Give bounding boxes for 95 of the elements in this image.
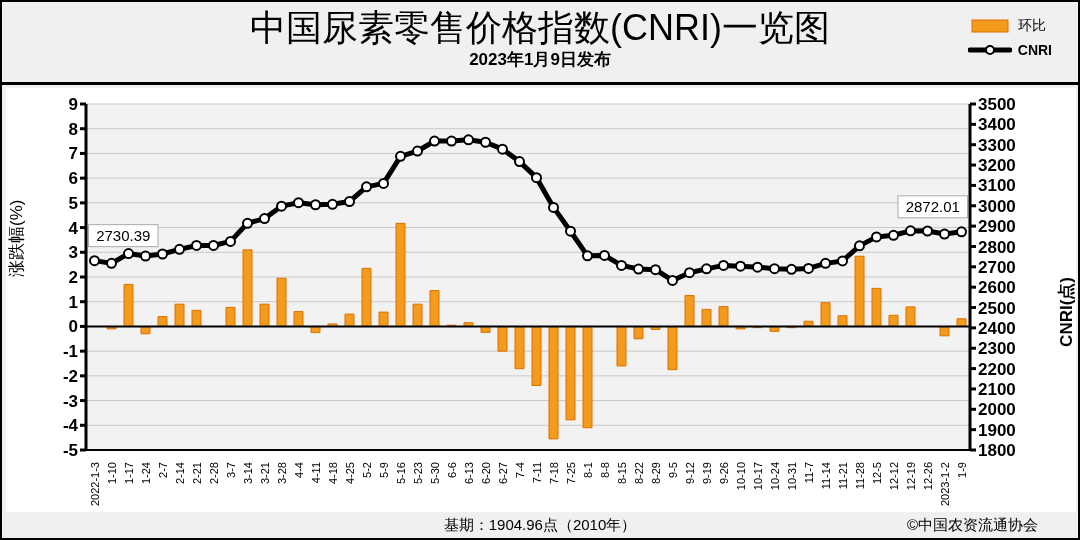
y-tick-label: 9 <box>68 95 78 115</box>
x-tick-label: 4-18 <box>326 462 339 485</box>
y2-tick-label: 2100 <box>978 379 1016 399</box>
legend-label: CNRI <box>1017 42 1052 58</box>
x-tick-label: 5-9 <box>377 462 390 478</box>
x-tick-label: 2022-1-3 <box>88 462 101 507</box>
y2-tick-label: 2700 <box>978 257 1016 277</box>
x-tick-label: 6-27 <box>496 462 509 485</box>
x-tick-label: 5-2 <box>360 462 373 478</box>
x-tick-label: 12-5 <box>870 462 883 485</box>
x-tick-label: 9-19 <box>700 462 713 485</box>
x-tick-label: 8-15 <box>615 462 628 485</box>
y2-tick-label: 2300 <box>978 339 1016 359</box>
y2-tick-label: 2800 <box>978 237 1016 257</box>
y2-tick-label: 2900 <box>978 217 1016 237</box>
y2-tick-label: 3500 <box>978 95 1016 115</box>
y2-tick-label: 2600 <box>978 278 1016 298</box>
y2-tick-label: 1900 <box>978 420 1016 440</box>
x-tick-label: 2-7 <box>156 462 169 478</box>
y-tick-label: 0 <box>68 317 78 337</box>
y-tick-label: -1 <box>62 342 78 362</box>
x-tick-label: 9-26 <box>717 462 730 485</box>
x-tick-label: 11-14 <box>819 462 832 490</box>
x-tick-label: 8-22 <box>632 462 645 485</box>
y-tick-label: 6 <box>68 169 78 189</box>
y2-tick-label: 2400 <box>978 318 1016 338</box>
x-tick-label: 8-8 <box>598 462 611 478</box>
y2-tick-label: 3400 <box>978 115 1016 135</box>
x-tick-label: 7-11 <box>530 462 543 484</box>
x-tick-label: 12-26 <box>921 462 934 491</box>
x-tick-label: 6-20 <box>479 462 492 485</box>
text: ©中国农资流通协会 <box>906 516 1038 535</box>
y2-tick-label: 3200 <box>978 156 1016 176</box>
y-tick-label: 3 <box>68 243 78 263</box>
x-tick-label: 1-17 <box>122 462 135 485</box>
x-tick-label: 2-21 <box>190 462 203 485</box>
y-tick-label: 5 <box>68 193 78 213</box>
y-tick-label: 2 <box>68 268 78 288</box>
x-tick-label: 7-18 <box>547 462 560 485</box>
y2-tick-label: 2500 <box>978 298 1016 318</box>
chart-subtitle: 2023年1月9日发布 <box>469 50 611 69</box>
x-tick-label: 10-17 <box>751 462 764 491</box>
data-label: 2872.01 <box>905 197 960 215</box>
y-tick-label: -2 <box>62 366 78 386</box>
x-tick-label: 6-6 <box>445 462 458 478</box>
x-tick-label: 2023-1-2 <box>938 462 951 507</box>
x-tick-label: 12-12 <box>887 462 900 491</box>
x-tick-label: 4-25 <box>343 462 356 485</box>
x-tick-label: 7-25 <box>564 462 577 485</box>
x-tick-label: 10-10 <box>734 462 747 491</box>
y-tick-label: 4 <box>68 218 79 238</box>
y2-axis-title: CNRI(点) <box>1057 277 1077 347</box>
x-tick-label: 9-12 <box>683 462 696 485</box>
x-tick-label: 8-29 <box>649 462 662 485</box>
x-tick-label: 10-24 <box>768 462 781 491</box>
x-tick-label: 7-4 <box>513 462 526 478</box>
x-tick-label: 9-5 <box>666 462 679 478</box>
text: 基期：1904.96点（2010年） <box>443 516 637 533</box>
y2-tick-label: 2000 <box>978 400 1016 420</box>
x-tick-label: 5-23 <box>411 462 424 485</box>
y2-tick-label: 1800 <box>978 441 1016 461</box>
x-tick-label: 2-28 <box>207 462 220 485</box>
x-tick-label: 11-28 <box>853 462 866 490</box>
y-tick-label: -5 <box>62 441 78 461</box>
data-label: 2730.39 <box>96 226 151 244</box>
legend-label: 环比 <box>1017 17 1046 35</box>
x-tick-label: 1-9 <box>955 462 968 478</box>
x-tick-label: 4-11 <box>309 462 322 484</box>
y-tick-label: -3 <box>62 391 78 411</box>
x-tick-label: 11-7 <box>802 462 815 484</box>
x-tick-label: 12-19 <box>904 462 917 491</box>
x-tick-label: 5-16 <box>394 462 407 485</box>
x-tick-label: 4-4 <box>292 462 305 478</box>
y-tick-label: 7 <box>68 144 78 164</box>
x-tick-label: 5-30 <box>428 462 441 485</box>
x-tick-label: 3-14 <box>241 462 254 485</box>
y2-tick-label: 2200 <box>978 359 1016 379</box>
y2-tick-label: 3000 <box>978 196 1016 216</box>
x-tick-label: 3-21 <box>258 462 271 485</box>
x-tick-label: 8-1 <box>581 462 594 478</box>
y-tick-label: 1 <box>68 292 78 312</box>
y2-tick-label: 3100 <box>978 176 1016 196</box>
y2-tick-label: 3300 <box>978 135 1016 155</box>
chart-title: 中国尿素零售价格指数(CNRI)一览图 <box>250 7 830 48</box>
x-tick-label: 1-10 <box>105 462 118 485</box>
x-tick-label: 3-7 <box>224 462 237 478</box>
x-tick-label: 1-24 <box>139 462 152 485</box>
y-tick-label: -4 <box>62 416 79 436</box>
y-axis-title: 涨跌幅(%) <box>7 199 27 277</box>
x-tick-label: 2-14 <box>173 462 186 485</box>
x-tick-label: 3-28 <box>275 462 288 485</box>
x-tick-label: 10-31 <box>785 462 798 491</box>
y-tick-label: 8 <box>68 119 78 139</box>
x-tick-label: 11-21 <box>836 462 849 490</box>
x-tick-label: 6-13 <box>462 462 475 485</box>
